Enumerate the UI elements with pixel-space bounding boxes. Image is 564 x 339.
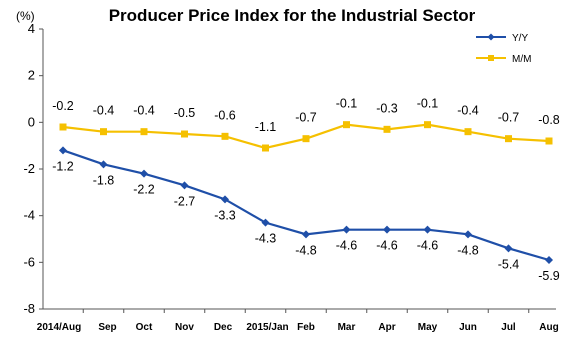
x-tick-label: Aug [539,322,558,333]
data-point [343,121,350,129]
series-m-m: -0.2 -0.4 -0.4 -0.5 -0.6 -1.1 -0.7 -0.1 -0.3 -0.1… [52,97,560,152]
data-point [140,128,148,136]
data-point [140,169,148,178]
data-point [100,128,107,136]
data-label: -3.3 [214,208,236,222]
series-y-y: -1.2 -1.8 -2.2 -2.7 -3.3 -4.3 -4.8 -4.6 -4.6 -4.6… [52,146,560,283]
data-label: -1.1 [255,120,277,134]
chart-title: Producer Price Index for the Industrial … [109,6,476,25]
data-label: -0.5 [174,106,196,120]
data-point [99,160,108,169]
x-tick-label: Sep [98,322,116,333]
data-label: -1.2 [52,159,74,173]
y-tick-label: 4 [28,21,35,36]
data-label: -4.6 [376,239,398,253]
legend-marker [487,33,495,41]
data-point [302,230,310,239]
data-point [261,218,270,227]
y-tick-label: 2 [28,68,35,83]
x-tick-label: Dec [214,322,233,333]
legend-marker [488,55,494,61]
data-label: -4.6 [336,239,358,253]
legend-label: Y/Y [512,33,528,44]
data-point [383,125,391,133]
data-label: -0.7 [295,111,317,125]
data-point [342,225,351,234]
data-point [423,225,432,234]
data-label: -4.3 [255,232,277,246]
data-point [59,123,67,131]
data-label: -5.4 [498,257,520,271]
legend-label: M/M [512,54,531,65]
data-point [545,137,553,145]
data-label: -0.6 [214,108,236,122]
data-label: -0.8 [538,113,560,127]
data-point [221,195,229,204]
x-ticks: 2014/Aug Sep Oct Nov Dec 2015/Jan Feb Mar Apr May… [37,309,559,333]
data-label: -0.7 [498,111,520,125]
data-label: -0.4 [457,104,479,118]
x-tick-label: Jul [501,322,516,333]
data-label: -4.8 [457,243,479,257]
data-label: -4.6 [417,239,439,253]
x-tick-label: May [418,322,438,333]
x-tick-label: Feb [297,322,315,333]
x-tick-label: Apr [378,322,395,333]
data-point [262,144,269,152]
x-tick-label: 2014/Aug [37,322,81,333]
y-tick-label: -2 [23,161,35,176]
y-tick-label: 0 [28,114,35,129]
data-label: -2.7 [174,194,196,208]
data-label: -5.9 [538,269,560,283]
data-point [464,128,472,136]
data-point [504,244,513,253]
y-axis-unit: (%) [16,9,35,23]
x-tick-label: Mar [338,322,356,333]
data-point [59,146,67,155]
y-tick-label: -8 [23,301,35,316]
series-layer: -1.2 -1.8 -2.2 -2.7 -3.3 -4.3 -4.8 -4.6 -4.6 -4.6… [52,97,560,283]
y-ticks: 4 2 0 -2 -4 -6 -8 [23,21,43,316]
data-point [424,121,431,129]
data-point [181,130,188,138]
data-label: -2.2 [133,183,155,197]
data-label: -0.1 [336,97,358,111]
data-point [221,132,229,140]
data-point [464,230,472,239]
data-point [545,256,553,264]
legend: Y/Y M/M [476,33,531,65]
x-tick-label: Oct [136,322,153,333]
data-point [180,181,189,190]
data-label: -4.8 [295,243,317,257]
data-label: -0.4 [133,104,155,118]
data-label: -0.4 [93,104,115,118]
data-label: -1.8 [93,173,115,187]
y-tick-label: -6 [23,254,35,269]
data-label: -0.1 [417,97,439,111]
data-point [302,135,310,143]
data-label: -0.2 [52,99,74,113]
x-tick-label: Jun [459,322,477,333]
y-tick-label: -4 [23,208,35,223]
x-tick-label: 2015/Jan [246,322,288,333]
x-tick-label: Nov [175,322,194,333]
data-point [505,135,512,143]
data-point [383,225,391,234]
data-label: -0.3 [376,101,398,115]
